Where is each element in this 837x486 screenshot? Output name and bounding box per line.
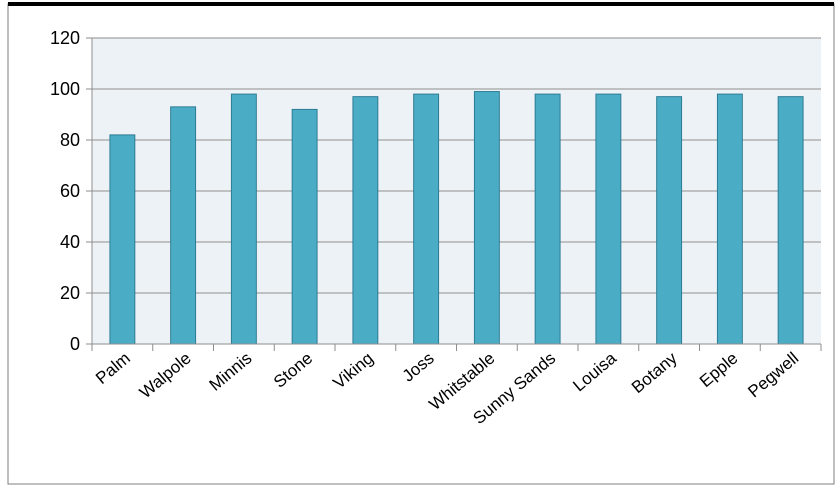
y-tick-label: 80 <box>60 130 80 150</box>
y-tick-label: 60 <box>60 181 80 201</box>
bar-epple <box>716 93 743 345</box>
bar-botany <box>656 96 683 345</box>
bar-viking <box>352 96 379 345</box>
bar-louisa <box>595 93 622 345</box>
y-tick-label: 40 <box>60 232 80 252</box>
y-tick-label: 0 <box>70 334 80 354</box>
bar-minnis <box>230 93 257 345</box>
axes <box>91 38 822 351</box>
y-axis-tick-labels: 0 20 40 60 80 100 120 <box>50 28 80 354</box>
bar-pegwell <box>777 96 804 345</box>
y-tick-label: 100 <box>50 79 80 99</box>
y-tick-label: 20 <box>60 283 80 303</box>
bar-whitstable <box>473 91 500 345</box>
bar-joss <box>413 93 440 345</box>
bar-sunny-sands <box>534 93 561 345</box>
bars <box>109 91 804 345</box>
bar-palm <box>109 134 136 345</box>
y-tick-label: 120 <box>50 28 80 48</box>
bar-walpole <box>170 106 197 345</box>
bar-stone <box>291 108 318 345</box>
